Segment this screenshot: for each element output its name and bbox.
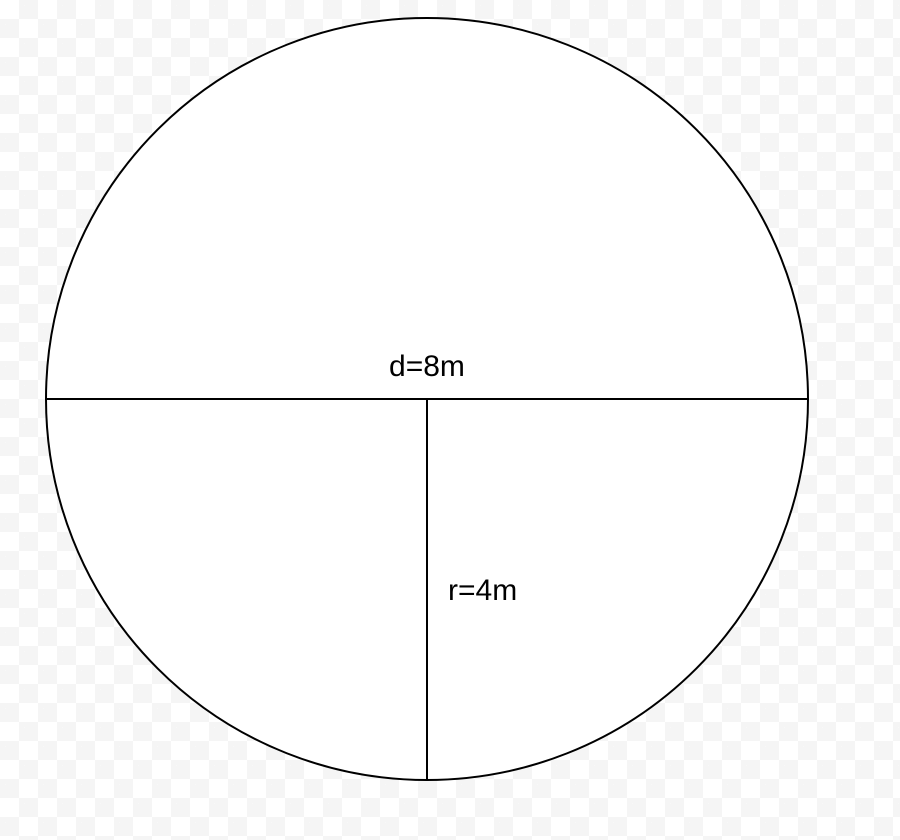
radius-label: r=4m bbox=[448, 574, 517, 607]
diagram-svg: d=8m r=4m bbox=[0, 0, 900, 840]
diameter-label: d=8m bbox=[389, 350, 465, 383]
circle-diagram: d=8m r=4m bbox=[0, 0, 900, 840]
